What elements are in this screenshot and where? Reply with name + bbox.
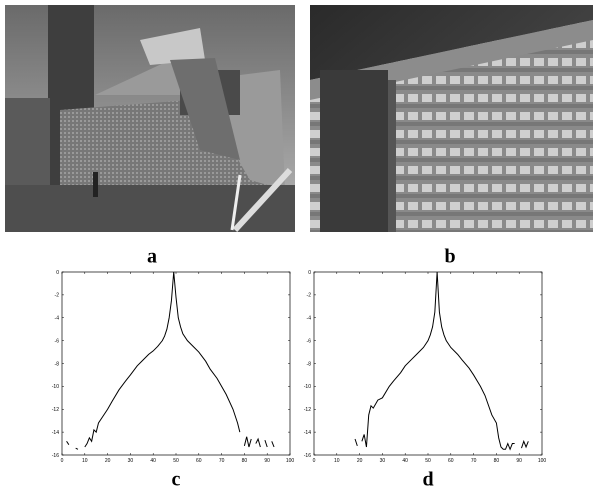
x-tick-label: 100 <box>286 458 295 464</box>
x-tick-label: 80 <box>494 458 500 464</box>
y-tick-label: 0 <box>56 270 59 276</box>
data-line <box>66 271 275 450</box>
x-tick-label: 0 <box>313 458 316 464</box>
y-tick-label: -6 <box>55 338 60 344</box>
y-tick-label: 0 <box>308 270 311 276</box>
y-tick-label: -8 <box>55 361 60 367</box>
panel-label: b <box>444 246 455 268</box>
y-tick-label: -12 <box>52 407 59 413</box>
x-tick-label: 10 <box>334 458 340 464</box>
x-tick-label: 40 <box>150 458 156 464</box>
x-tick-label: 10 <box>82 458 88 464</box>
y-tick-label: -10 <box>52 384 59 390</box>
x-tick-label: 70 <box>471 458 477 464</box>
data-line <box>354 271 529 451</box>
x-tick-label: 50 <box>173 458 179 464</box>
x-tick-label: 30 <box>128 458 134 464</box>
y-tick-label: -14 <box>52 430 59 436</box>
x-tick-label: 50 <box>425 458 431 464</box>
x-tick-label: 90 <box>516 458 522 464</box>
plot-frame <box>313 271 543 456</box>
x-tick-label: 100 <box>538 458 547 464</box>
y-tick-label: -12 <box>304 407 311 413</box>
x-tick-label: 70 <box>219 458 225 464</box>
x-tick-label: 90 <box>264 458 270 464</box>
panel-label: a <box>147 246 157 268</box>
y-tick-label: -2 <box>55 293 60 299</box>
x-tick-label: 30 <box>380 458 386 464</box>
y-tick-label: -16 <box>304 453 311 459</box>
panel-label: c <box>172 469 181 491</box>
y-tick-label: -14 <box>304 430 311 436</box>
y-tick-label: -4 <box>55 316 60 322</box>
y-tick-label: -16 <box>52 453 59 459</box>
y-tick-label: -4 <box>307 316 312 322</box>
y-tick-label: -6 <box>307 338 312 344</box>
photo-a <box>5 5 295 233</box>
y-tick-label: -2 <box>307 293 312 299</box>
x-tick-label: 20 <box>357 458 363 464</box>
x-tick-label: 60 <box>448 458 454 464</box>
x-tick-label: 60 <box>196 458 202 464</box>
photo-b <box>310 5 593 232</box>
panel-label: d <box>422 469 433 491</box>
x-tick-label: 20 <box>105 458 111 464</box>
y-tick-label: -10 <box>304 384 311 390</box>
y-tick-label: -8 <box>307 361 312 367</box>
x-tick-label: 40 <box>402 458 408 464</box>
x-tick-label: 0 <box>61 458 64 464</box>
x-tick-label: 80 <box>242 458 248 464</box>
